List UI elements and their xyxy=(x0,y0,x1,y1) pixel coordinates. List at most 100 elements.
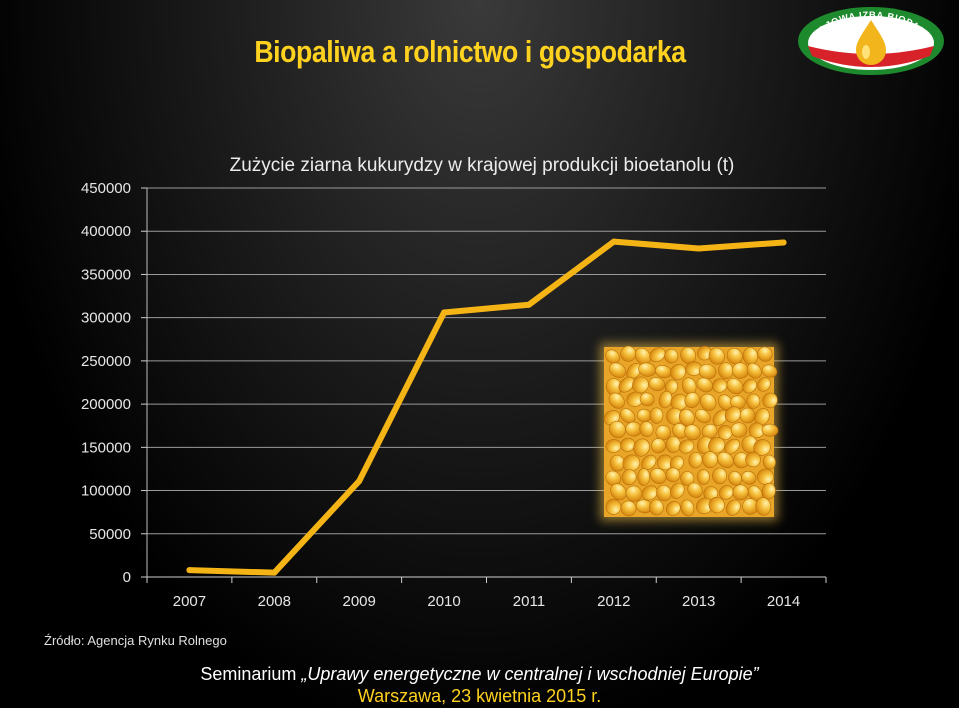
x-tick-label: 2013 xyxy=(682,593,715,610)
corn-kernel xyxy=(641,485,658,501)
x-tick-label: 2008 xyxy=(258,593,291,610)
y-tick-label: 0 xyxy=(123,569,131,586)
seminar-name: „Uprawy energetyczne w centralnej i wsch… xyxy=(301,664,759,684)
y-tick-label: 300000 xyxy=(81,310,131,327)
corn-kernel xyxy=(649,347,666,363)
corn-kernel xyxy=(700,393,717,411)
x-tick-label: 2011 xyxy=(513,593,545,610)
corn-kernel xyxy=(742,378,758,394)
corn-kernel xyxy=(712,467,727,485)
corn-kernel xyxy=(620,500,637,517)
data-point xyxy=(695,245,702,252)
corn-kernel xyxy=(757,346,773,362)
corn-kernel xyxy=(605,349,620,364)
x-tick-label: 2007 xyxy=(173,593,206,610)
corn-kernel xyxy=(608,362,627,378)
data-point xyxy=(186,567,193,574)
corn-kernel xyxy=(609,420,626,439)
corn-kernel xyxy=(621,469,637,486)
chart-title: Zużycie ziarna kukurydzy w krajowej prod… xyxy=(230,155,735,176)
corn-kernel xyxy=(664,348,679,364)
data-point xyxy=(271,569,278,576)
seminar-prefix: Seminarium xyxy=(200,664,302,684)
corn-kernel xyxy=(650,438,666,454)
corn-kernel xyxy=(639,421,654,438)
corn-kernel xyxy=(724,406,741,423)
corn-kernel xyxy=(665,467,681,483)
corn-kernel xyxy=(726,378,744,395)
data-point xyxy=(780,239,787,246)
corn-kernel xyxy=(696,377,713,393)
y-tick-label: 50000 xyxy=(89,526,131,543)
corn-kernel xyxy=(708,437,726,454)
corn-kernel xyxy=(687,482,703,498)
corn-kernel xyxy=(688,451,703,469)
x-tick-label: 2014 xyxy=(767,593,800,610)
corn-kernel xyxy=(708,496,725,514)
corn-kernel xyxy=(610,483,627,501)
corn-kernel xyxy=(695,409,711,424)
seminar-place-date: Warszawa, 23 kwietnia 2015 r. xyxy=(357,686,602,706)
x-axis-ticks: 2007 2008 2009 2010 2011 2012 2013 2014 xyxy=(146,577,827,610)
corn-kernel xyxy=(732,484,749,501)
corn-kernel xyxy=(618,376,635,393)
corn-kernels-photo xyxy=(600,343,779,521)
y-tick-label: 100000 xyxy=(81,483,131,500)
y-tick-label: 150000 xyxy=(81,439,131,456)
corn-kernel xyxy=(670,482,685,499)
corn-kernel xyxy=(665,501,681,516)
corn-kernel xyxy=(670,363,686,381)
series-line xyxy=(186,238,787,576)
y-tick-label: 450000 xyxy=(81,180,131,197)
corn-kernel xyxy=(625,485,643,502)
corn-kernel xyxy=(730,422,748,438)
corn-kernel xyxy=(762,392,778,409)
corn-kernel xyxy=(745,451,761,468)
corn-kernel xyxy=(672,423,688,439)
corn-kernel xyxy=(684,392,700,409)
x-tick-label: 2010 xyxy=(427,593,460,610)
data-point xyxy=(610,238,617,245)
x-tick-label: 2009 xyxy=(343,593,376,610)
corn-kernel xyxy=(746,362,762,379)
corn-kernel xyxy=(639,392,655,407)
corn-kernel xyxy=(637,468,651,486)
corn-kernel xyxy=(761,364,778,378)
corn-kernel xyxy=(678,439,695,454)
y-tick-label: 200000 xyxy=(81,396,131,413)
y-tick-label: 350000 xyxy=(81,266,131,283)
x-tick-label: 2012 xyxy=(597,593,630,610)
corn-kernel xyxy=(761,423,779,437)
y-tick-label: 250000 xyxy=(81,353,131,370)
data-point xyxy=(356,478,363,485)
krajowa-izba-biopaliw-logo: KRAJOWA IZBA BIOPALIW xyxy=(798,7,944,75)
corn-kernel xyxy=(753,439,771,456)
corn-kernel xyxy=(741,470,757,485)
corn-kernel xyxy=(725,499,741,516)
corn-kernel xyxy=(680,499,695,517)
chart-series xyxy=(186,238,787,576)
corn-kernel xyxy=(746,393,761,409)
corn-kernel xyxy=(739,407,756,424)
corn-kernel xyxy=(649,499,664,516)
corn-kernel xyxy=(605,470,622,486)
seminar-footer: Seminarium „Uprawy energetyczne w centra… xyxy=(0,664,959,684)
corn-kernel xyxy=(648,377,666,391)
corn-kernel xyxy=(712,378,728,393)
corn-kernel xyxy=(650,467,667,484)
corn-kernel xyxy=(620,345,637,362)
corn-kernel xyxy=(620,437,636,452)
data-point xyxy=(525,301,532,308)
corn-kernel xyxy=(696,469,710,485)
corn-kernel xyxy=(633,438,650,457)
corn-kernel xyxy=(762,454,776,470)
corn-kernel xyxy=(649,407,664,424)
corn-kernel xyxy=(761,482,776,500)
data-point xyxy=(441,309,448,316)
corn-kernel xyxy=(755,497,772,516)
y-axis-ticks: 0 50000 100000 150000 200000 250000 300000 3500… xyxy=(81,180,131,586)
corn-kernel xyxy=(728,471,742,486)
slide-title: Biopaliwa a rolnictwo i gospodarka xyxy=(254,34,686,69)
corn-kernel xyxy=(716,451,734,469)
